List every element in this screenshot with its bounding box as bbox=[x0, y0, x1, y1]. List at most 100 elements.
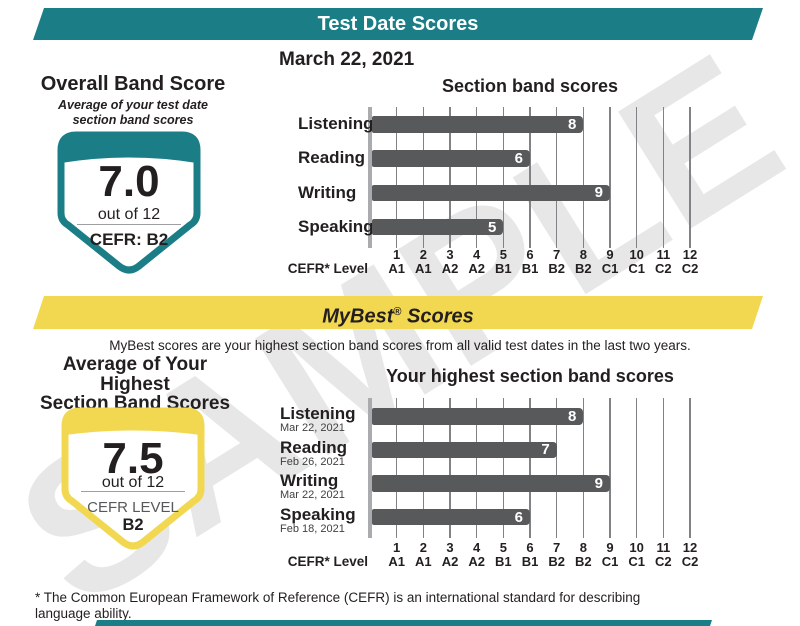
overall-band-score-title: Overall Band Score bbox=[40, 73, 226, 95]
gridline bbox=[395, 107, 398, 248]
row-label: Speaking bbox=[280, 504, 356, 524]
tick-number: 10 bbox=[629, 247, 644, 262]
gridline bbox=[475, 398, 478, 538]
gridline bbox=[689, 398, 691, 538]
gridline bbox=[449, 107, 451, 248]
gridline bbox=[422, 107, 425, 248]
gridline bbox=[475, 107, 478, 248]
overall-subtitle-line1: Average of your test date bbox=[57, 98, 209, 112]
mybest-score-value: 7.5 bbox=[102, 434, 164, 483]
mybest-cefr-value: B2 bbox=[122, 516, 144, 534]
tick-number: 12 bbox=[682, 540, 698, 555]
tick-cefr: B1 bbox=[495, 261, 512, 276]
tick-cefr: B1 bbox=[521, 554, 539, 569]
overall-subtitle-line2: section band scores bbox=[72, 112, 194, 127]
section-band-scores-chart: Section band scores Listening 8 Reading 6 Wri… bbox=[278, 74, 712, 286]
tick-cefr: A2 bbox=[441, 261, 459, 276]
mybest-scores-banner: MyBest® Scores bbox=[33, 296, 763, 329]
badge-divider bbox=[81, 491, 185, 492]
tick-number: 6 bbox=[526, 247, 534, 262]
test-date-scores-banner: Test Date Scores bbox=[33, 8, 763, 40]
tick-number: 6 bbox=[526, 540, 534, 555]
tick-cefr: A1 bbox=[415, 554, 432, 569]
tick-number: 9 bbox=[606, 540, 614, 555]
score-bar: 8 bbox=[372, 407, 584, 425]
next-section-banner-edge bbox=[95, 620, 712, 626]
tick-cefr: C2 bbox=[655, 554, 672, 569]
mybest-score-badge: 7.5 out of 12 CEFR LEVEL B2 bbox=[57, 403, 209, 555]
gridline bbox=[635, 107, 638, 248]
score-value: 8 bbox=[567, 407, 577, 425]
gridline bbox=[449, 398, 451, 538]
tick-number: 4 bbox=[473, 540, 481, 555]
row-label: Speaking bbox=[298, 216, 374, 236]
mybest-banner-brand: MyBest bbox=[322, 305, 394, 328]
gridline bbox=[529, 398, 531, 538]
row-label: Listening bbox=[298, 114, 374, 133]
score-value: 7 bbox=[541, 441, 550, 459]
tick-cefr: A2 bbox=[468, 554, 485, 569]
tick-cefr: A1 bbox=[415, 261, 432, 276]
score-bar: 7 bbox=[372, 441, 557, 459]
score-bar: 9 bbox=[372, 184, 610, 202]
badge-divider bbox=[77, 224, 181, 225]
tick-cefr: C1 bbox=[601, 554, 619, 569]
score-value: 6 bbox=[514, 150, 523, 168]
row-date: Feb 18, 2021 bbox=[280, 522, 345, 535]
score-value: 9 bbox=[594, 474, 603, 492]
overall-score-outof: out of 12 bbox=[97, 206, 161, 223]
score-value: 9 bbox=[594, 184, 603, 202]
gridline bbox=[555, 398, 558, 538]
tick-number: 1 bbox=[393, 540, 401, 555]
avg-title-line1: Average of Your Highest bbox=[62, 354, 208, 395]
tick-cefr: B2 bbox=[575, 261, 592, 276]
score-bar: 5 bbox=[372, 219, 504, 236]
row-label: Reading bbox=[298, 148, 366, 168]
axis-spine bbox=[368, 398, 372, 538]
row-label: Reading bbox=[280, 437, 348, 457]
tick-number: 3 bbox=[446, 247, 454, 262]
gridline bbox=[635, 398, 638, 538]
score-bar: 9 bbox=[372, 475, 610, 492]
gridline bbox=[609, 398, 611, 538]
tick-number: 4 bbox=[473, 247, 481, 262]
tick-cefr: B2 bbox=[575, 554, 592, 569]
tick-cefr: A1 bbox=[388, 261, 405, 276]
row-label: Listening bbox=[280, 404, 356, 423]
tick-cefr: A1 bbox=[388, 554, 405, 569]
tick-cefr: C1 bbox=[628, 261, 645, 276]
axis-label: CEFR* Level bbox=[287, 554, 368, 569]
overall-score-badge: 7.0 out of 12 CEFR: B2 bbox=[53, 127, 205, 279]
axis-label: CEFR* Level bbox=[287, 261, 368, 276]
mybest-banner-rest: Scores bbox=[401, 305, 474, 328]
test-date-scores-banner-title: Test Date Scores bbox=[317, 13, 479, 35]
gridline bbox=[502, 107, 505, 248]
axis-spine bbox=[368, 107, 372, 248]
row-label: Writing bbox=[280, 471, 339, 491]
gridline bbox=[609, 107, 611, 248]
tick-cefr: A2 bbox=[468, 261, 485, 276]
tick-cefr: B2 bbox=[548, 261, 565, 276]
score-bar: 6 bbox=[372, 150, 530, 167]
tick-number: 7 bbox=[553, 247, 561, 262]
score-bar: 6 bbox=[372, 509, 530, 526]
overall-score-value: 7.0 bbox=[98, 157, 160, 206]
score-bar: 8 bbox=[372, 116, 584, 133]
tick-number: 11 bbox=[656, 540, 671, 555]
row-label: Writing bbox=[298, 182, 357, 202]
tick-number: 8 bbox=[579, 540, 587, 555]
row-date: Mar 22, 2021 bbox=[280, 489, 345, 502]
gridline bbox=[502, 398, 505, 538]
tick-number: 5 bbox=[499, 247, 507, 262]
tick-number: 5 bbox=[499, 540, 507, 555]
gridline bbox=[529, 107, 531, 248]
chart-title: Section band scores bbox=[441, 76, 619, 96]
mybest-cefr-label: CEFR LEVEL bbox=[87, 499, 179, 516]
tick-cefr: A2 bbox=[441, 554, 459, 569]
tick-cefr: B1 bbox=[521, 261, 539, 276]
mybest-description: MyBest scores are your highest section b… bbox=[109, 338, 691, 353]
tick-number: 11 bbox=[656, 247, 671, 262]
gridline bbox=[395, 398, 398, 538]
test-date-heading: March 22, 2021 bbox=[279, 49, 415, 70]
